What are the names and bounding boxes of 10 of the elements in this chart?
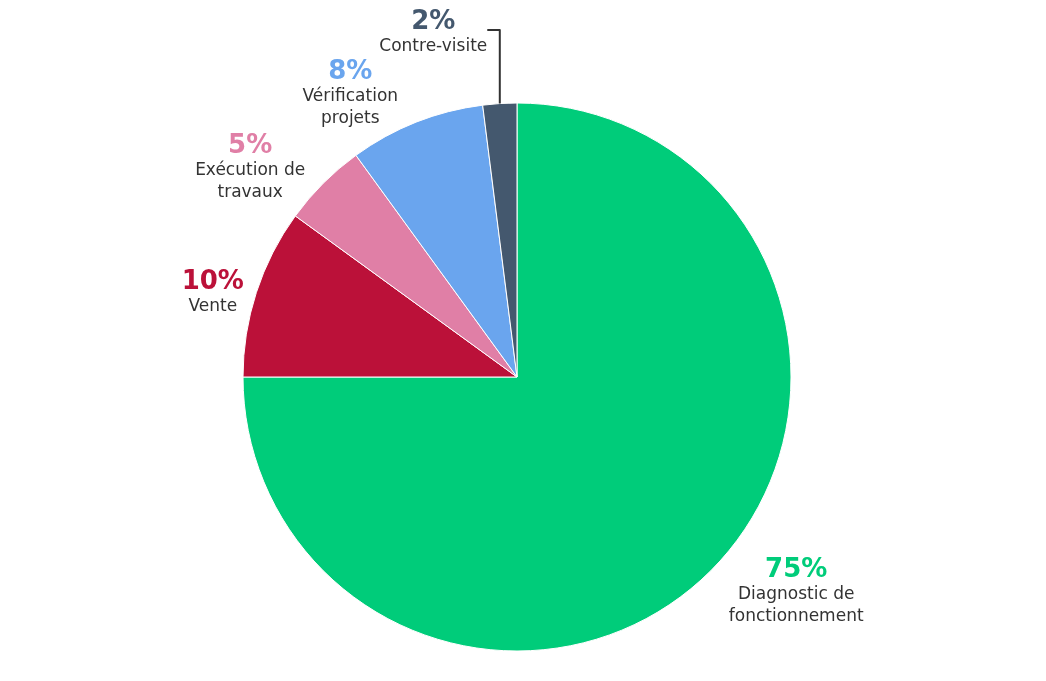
data-label: 10% (181, 264, 244, 295)
data-label: 5% (228, 129, 273, 160)
slice-label: Diagnostic de fonctionnement (728, 582, 864, 625)
data-label: 8% (328, 54, 373, 85)
data-label: 2% (411, 4, 456, 35)
data-label: 75% (765, 552, 828, 583)
slice-label: Exécution de travaux (195, 159, 306, 202)
slice-label: Vente (188, 294, 238, 315)
slice-label: Contre-visite (379, 34, 488, 55)
slice-label: Vérification projets (302, 85, 399, 128)
